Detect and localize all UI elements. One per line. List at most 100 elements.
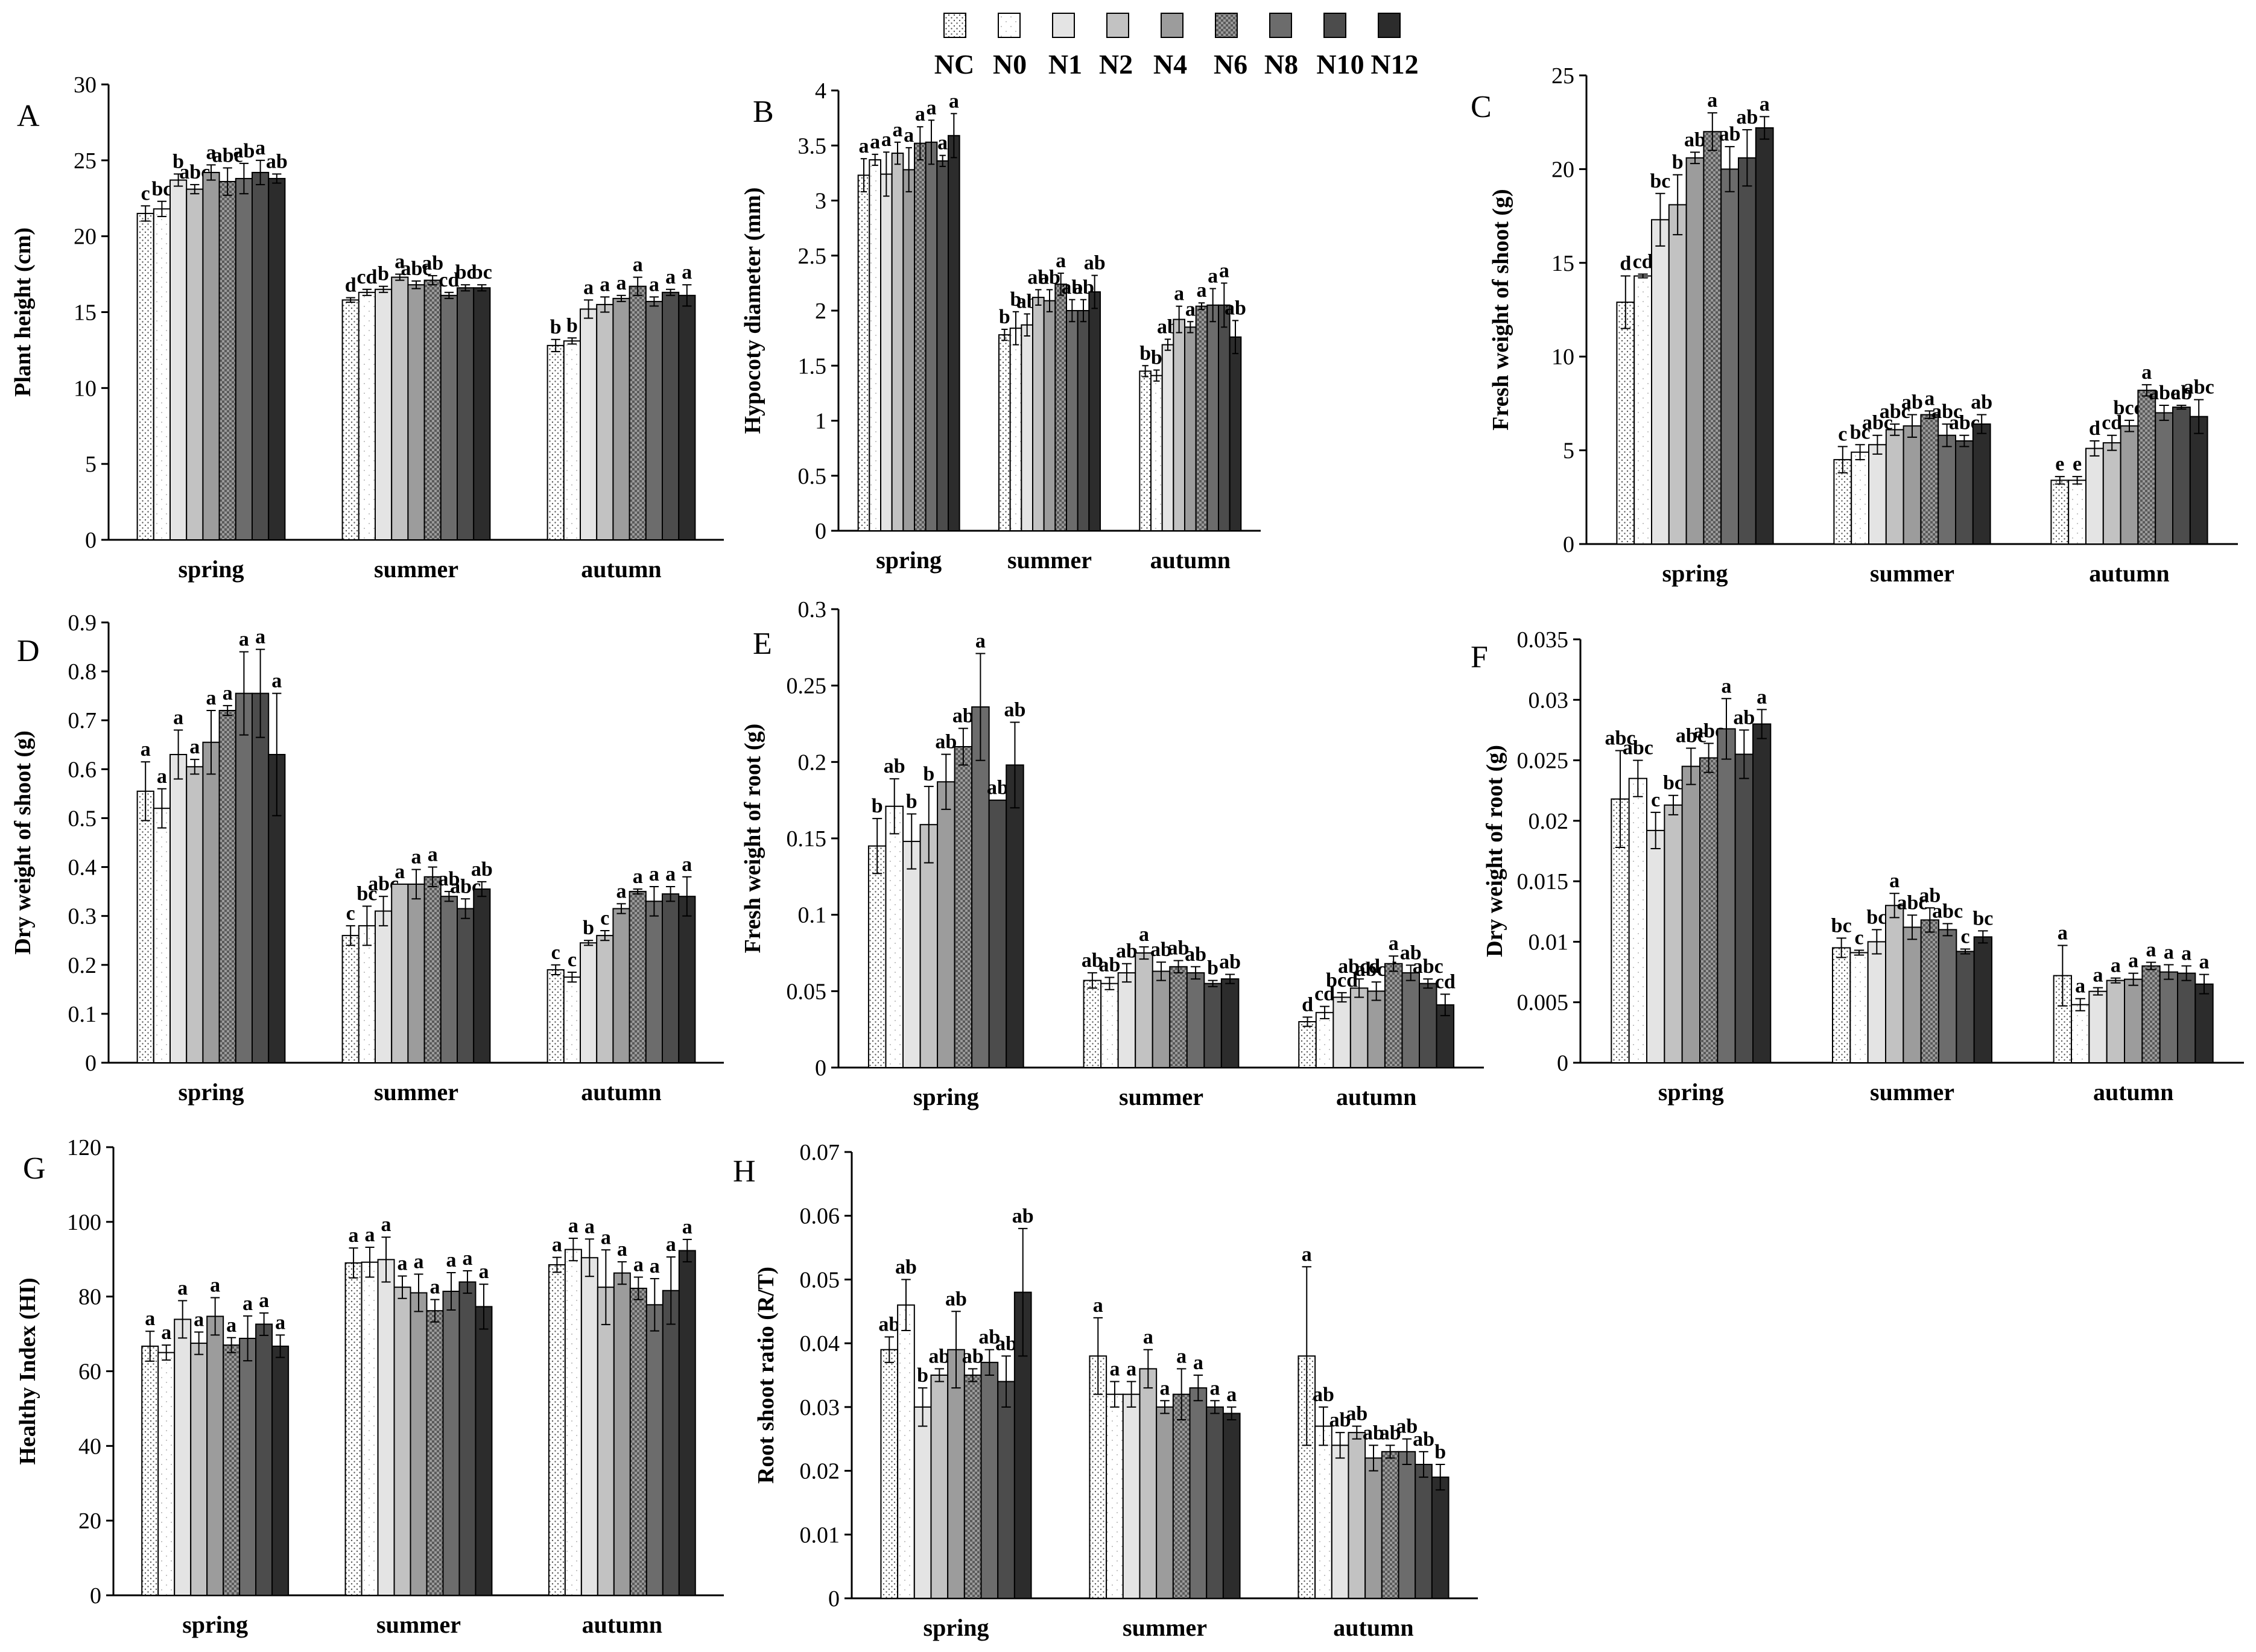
significance-letter: ab (1684, 128, 1706, 151)
significance-letter: a (650, 1255, 660, 1277)
significance-letter: c (568, 949, 577, 971)
bar-spring-n0 (897, 1304, 915, 1600)
significance-letter: bc (1831, 914, 1852, 937)
significance-letter: c (1838, 423, 1847, 445)
significance-letter: a (937, 132, 948, 154)
bar-summer-n1 (375, 288, 393, 540)
panel-letter-d: D (17, 634, 40, 668)
bar-spring-n0 (153, 808, 171, 1063)
significance-letter: ab (995, 1332, 1017, 1355)
significance-letter: ab (1380, 1422, 1401, 1444)
bar-summer-n12 (1222, 1413, 1241, 1599)
y-tick-label: 0.06 (800, 1204, 840, 1229)
significance-letter: c (1854, 926, 1863, 949)
y-tick-label: 0.035 (1517, 627, 1569, 653)
significance-letter: ab (471, 858, 493, 881)
significance-letter: bc (472, 261, 492, 283)
bar-summer-n0 (1106, 1393, 1124, 1600)
significance-letter: ab (1061, 276, 1083, 299)
bar-autumn-n4 (612, 297, 630, 540)
significance-letter: ab (935, 731, 957, 753)
bar-spring-n1 (880, 173, 893, 531)
bar-autumn-n12 (2189, 416, 2208, 545)
significance-letter: a (633, 1253, 644, 1276)
bar-summer-n8 (442, 1290, 460, 1596)
y-tick-label: 0.02 (1529, 809, 1569, 834)
y-tick-label: 0.3 (798, 597, 827, 622)
significance-letter: ab (1400, 942, 1422, 964)
significance-letter: a (1185, 298, 1196, 320)
significance-letter: c (1960, 925, 1969, 948)
bar-summer-n10 (457, 908, 475, 1063)
bar-autumn-n8 (645, 900, 664, 1064)
bar-spring-n12 (948, 135, 960, 531)
significance-letter: a (398, 1253, 408, 1275)
legend-label-n2: N2 (1099, 49, 1133, 80)
significance-letter: a (859, 135, 869, 157)
legend-swatch-n0 (998, 13, 1021, 38)
bar-autumn-n6 (1195, 305, 1208, 531)
y-tick-label: 30 (74, 72, 97, 98)
y-tick-label: 25 (74, 148, 97, 174)
significance-letter: a (394, 251, 405, 273)
bar-spring-n8 (235, 178, 253, 540)
significance-letter: ab (878, 1314, 900, 1336)
bar-autumn-n12 (678, 294, 696, 540)
panel-letter-e: E (753, 627, 772, 661)
significance-letter: a (226, 1314, 236, 1337)
significance-letter: a (1389, 932, 1399, 955)
x-category-label-autumn: autumn (1336, 1083, 1416, 1110)
y-tick-label: 0.1 (798, 903, 827, 928)
significance-letter: a (665, 863, 676, 885)
bar-summer-n2 (1885, 905, 1904, 1064)
legend-label-n4: N4 (1153, 49, 1187, 80)
x-category-label-autumn: autumn (1150, 546, 1231, 574)
y-axis-title: Fresh weight of shoot (g) (1488, 189, 1513, 430)
bar-autumn-n1 (2088, 990, 2108, 1063)
bar-spring-n8 (1717, 728, 1736, 1063)
panel-e: E 0 0.05 0.1 0.15 0.2 0.25 0.3 Fresh weight of r… (740, 597, 1484, 1110)
significance-letter: ab (1084, 252, 1106, 274)
bar-autumn-n1 (1161, 344, 1174, 531)
significance-letter: b (583, 917, 594, 939)
significance-letter: a (617, 1238, 627, 1261)
x-category-label-summer: summer (1870, 1078, 1954, 1106)
panel-letter-g: G (23, 1151, 46, 1186)
significance-letter: abc (1880, 400, 1910, 423)
bar-summer-n10 (1956, 951, 1975, 1063)
significance-letter: b (1207, 957, 1218, 979)
bar-summer-n1 (375, 910, 393, 1063)
bar-spring-n8 (1720, 168, 1739, 545)
bar-autumn-n10 (662, 291, 680, 540)
significance-letter: ab (945, 1288, 967, 1310)
significance-letter: a (145, 1308, 155, 1330)
bar-autumn-n2 (1173, 318, 1186, 531)
significance-letter: cd (1435, 970, 1456, 993)
significance-letter: b (1010, 288, 1022, 311)
significance-letter: a (414, 1251, 424, 1273)
bar-summer-n12 (475, 1306, 493, 1597)
significance-letter: abc (1413, 955, 1443, 978)
x-category-label-summer: summer (1119, 1083, 1203, 1110)
significance-letter: a (141, 738, 151, 761)
significance-letter: a (881, 128, 892, 151)
bar-autumn-n4 (612, 908, 630, 1063)
significance-letter: ab (1901, 391, 1923, 414)
panel-h: H 0 0.01 0.02 0.03 0.04 0.05 0.06 0.07 Root shoot… (733, 1140, 1478, 1641)
significance-letter: ab (1919, 884, 1941, 907)
significance-letter: abc (2149, 382, 2179, 404)
significance-letter: a (893, 119, 903, 141)
y-tick-label: 0.5 (68, 806, 97, 831)
significance-letter: a (949, 90, 959, 112)
bar-autumn-n6 (629, 285, 647, 540)
bar-spring-n4 (1685, 157, 1705, 545)
y-tick-label: 0.05 (787, 979, 827, 1004)
bar-spring-nc (1616, 302, 1635, 545)
bar-summer-nc (344, 1262, 363, 1596)
significance-letter: ab (1098, 954, 1120, 976)
significance-letter: e (2073, 453, 2082, 475)
y-tick-label: 15 (1551, 251, 1574, 276)
significance-letter: a (1193, 1352, 1203, 1374)
significance-letter: bc (1663, 772, 1684, 794)
significance-letter: a (1176, 1345, 1187, 1367)
